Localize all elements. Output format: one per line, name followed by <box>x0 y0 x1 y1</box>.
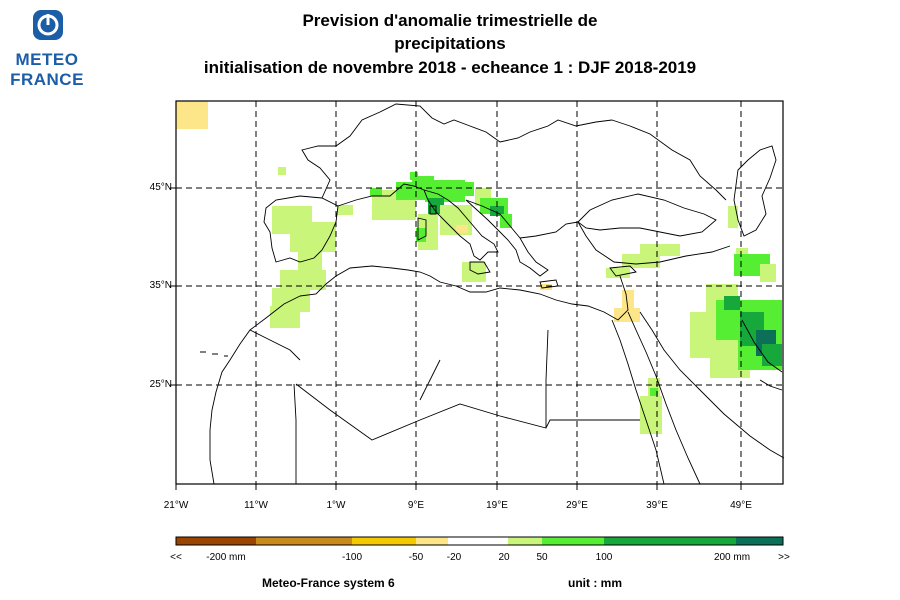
colorbar-label-minus-100: -100 <box>341 552 362 563</box>
colorbar-swatch <box>604 537 736 545</box>
unit-label: unit : mm <box>568 576 622 590</box>
graticule <box>176 101 783 484</box>
axis-ticks <box>170 187 742 490</box>
colorbar-label-minus-50: -50 <box>408 552 424 563</box>
meteo-france-logo: METEO FRANCE <box>8 8 86 89</box>
map-frame <box>175 100 784 485</box>
lon-label-19e: 19°E <box>486 500 508 511</box>
lon-label-11w: 11°W <box>244 500 268 511</box>
colorbar-swatch <box>508 537 542 545</box>
colorbar-label-200: 200 mm <box>713 552 751 563</box>
colorbar-swatch <box>448 537 508 545</box>
logo-text-meteo: METEO <box>15 50 79 69</box>
colorbar-label-minus-200: -200 mm <box>206 552 246 563</box>
chart-title-line-2: precipitations <box>394 34 506 53</box>
colorbar-swatch <box>416 537 448 545</box>
colorbar-label-100: 100 <box>595 552 613 563</box>
chart-title-line-3: initialisation de novembre 2018 - echean… <box>203 58 697 77</box>
logo-text-france: FRANCE <box>10 70 84 89</box>
lon-label-9e: 9°E <box>407 500 425 511</box>
meteo-france-logo-icon <box>33 10 63 40</box>
anomaly-cells <box>176 101 782 434</box>
colorbar-label-20: 20 <box>498 552 510 563</box>
colorbar-swatch <box>256 537 352 545</box>
lon-label-39e: 39°E <box>646 500 668 511</box>
colorbar-label-minus-20: -20 <box>446 552 462 563</box>
lon-label-1w: 1°W <box>326 500 346 511</box>
colorbar-label-far-low: << <box>170 552 182 563</box>
coastlines-and-borders <box>200 103 785 485</box>
lat-label-25n: 25°N <box>149 379 172 390</box>
colorbar-swatch <box>542 537 604 545</box>
lon-label-49e: 49°E <box>730 500 752 511</box>
colorbar-swatch <box>736 537 783 545</box>
model-label: Meteo-France system 6 <box>262 576 395 590</box>
chart-title-line-1: Prevision d'anomalie trimestrielle de <box>302 11 598 30</box>
colorbar-label-50: 50 <box>536 552 548 563</box>
colorbar-swatch <box>176 537 256 545</box>
lat-label-35n: 35°N <box>149 280 172 291</box>
lat-label-45n: 45°N <box>149 182 172 193</box>
lon-label-21w: 21°W <box>163 500 189 511</box>
lon-label-29e: 29°E <box>566 500 588 511</box>
colorbar-label-far-high: >> <box>778 552 790 563</box>
colorbar-swatch <box>352 537 416 545</box>
